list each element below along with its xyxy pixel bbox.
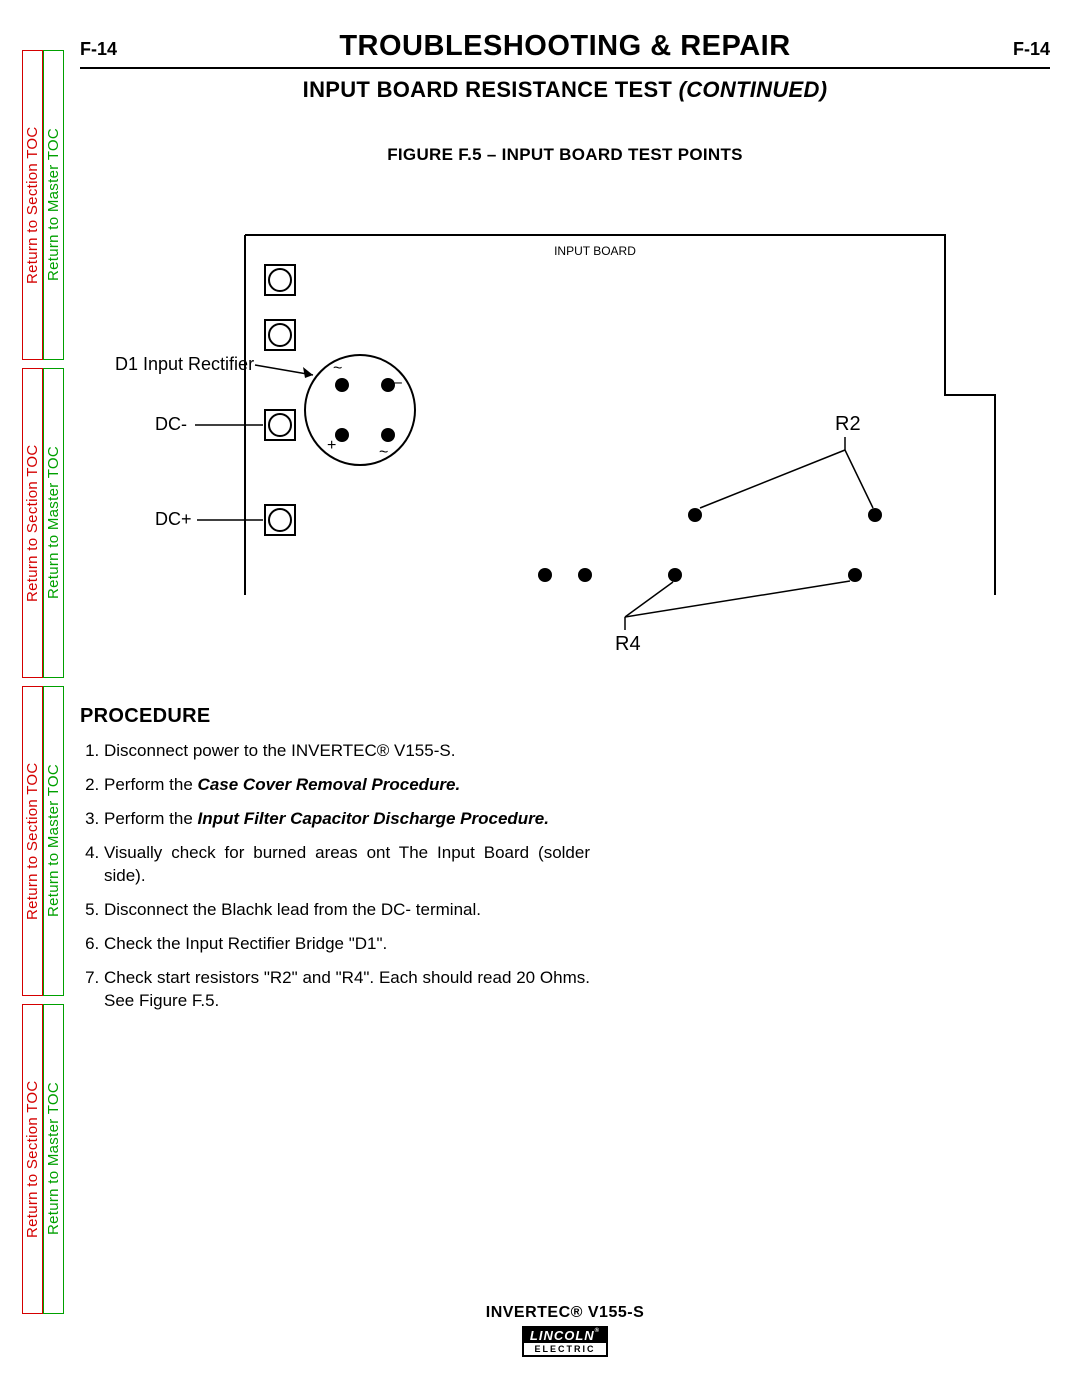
procedure-step: Check start resistors "R2" and "R4". Eac… xyxy=(104,967,590,1013)
r4-label: R4 xyxy=(615,633,641,655)
page-title: TROUBLESHOOTING & REPAIR xyxy=(339,30,790,63)
r4-branch-2 xyxy=(625,581,850,617)
return-section-toc-link[interactable]: Return to Section TOC xyxy=(22,50,43,360)
d1-rectifier-circle xyxy=(305,355,415,465)
procedure-section: PROCEDURE Disconnect power to the INVERT… xyxy=(80,705,590,1012)
d1-pin-ac2 xyxy=(381,428,395,442)
d1-pin-neg-label: – xyxy=(393,374,402,391)
terminal-top-2 xyxy=(265,320,295,350)
page-code-right: F-14 xyxy=(1013,39,1050,60)
return-master-toc-link[interactable]: Return to Master TOC xyxy=(43,686,64,996)
procedure-step: Perform the Case Cover Removal Procedure… xyxy=(104,774,590,797)
d1-pin-pos-label: + xyxy=(327,437,336,454)
step-text: Perform the xyxy=(104,809,198,828)
return-master-toc-link[interactable]: Return to Master TOC xyxy=(43,50,64,360)
return-section-toc-link[interactable]: Return to Section TOC xyxy=(22,686,43,996)
logo-brand: LINCOLN xyxy=(530,1328,595,1343)
d1-pin-ac2-label: ~ xyxy=(379,444,388,461)
side-nav-tabs: Return to Section TOC Return to Section … xyxy=(22,50,64,1347)
procedure-step: Visually check for burned areas ont The … xyxy=(104,842,590,888)
figure-diagram-wrap: INPUT BOARD xyxy=(80,225,1050,655)
d1-label: D1 Input Rectifier xyxy=(115,354,254,374)
procedure-heading: PROCEDURE xyxy=(80,705,590,728)
return-master-toc-link[interactable]: Return to Master TOC xyxy=(43,1004,64,1314)
subtitle-main: INPUT BOARD RESISTANCE TEST xyxy=(303,77,673,102)
procedure-step: Disconnect power to the INVERTEC® V155-S… xyxy=(104,740,590,763)
r4-pad-1 xyxy=(668,568,682,582)
step-text: Perform the xyxy=(104,775,198,794)
dc-plus-label: DC+ xyxy=(155,509,192,529)
r2-branch-left xyxy=(700,450,845,508)
footer-product-name: INVERTEC® V155-S xyxy=(80,1304,1050,1322)
figure-caption: FIGURE F.5 – INPUT BOARD TEST POINTS xyxy=(80,145,1050,165)
page-subtitle: INPUT BOARD RESISTANCE TEST (CONTINUED) xyxy=(80,77,1050,103)
return-section-toc-link[interactable]: Return to Section TOC xyxy=(22,1004,43,1314)
terminal-top-1 xyxy=(265,265,295,295)
lincoln-electric-logo: LINCOLN® ELECTRIC xyxy=(522,1326,608,1357)
step-emphasis: Input Filter Capacitor Discharge Procedu… xyxy=(198,809,549,828)
d1-pin-pos xyxy=(335,428,349,442)
dot-1 xyxy=(538,568,552,582)
r4-pad-2 xyxy=(848,568,862,582)
d1-pin-ac1-label: ~ xyxy=(333,360,342,377)
page-header: F-14 TROUBLESHOOTING & REPAIR F-14 INPUT… xyxy=(80,30,1050,107)
logo-bottom: ELECTRIC xyxy=(522,1343,608,1357)
r4-branch-1 xyxy=(625,582,673,617)
subtitle-continued: (CONTINUED) xyxy=(679,77,828,102)
terminal-dc-minus xyxy=(265,410,295,440)
terminal-dc-plus xyxy=(265,505,295,535)
dc-minus-label: DC- xyxy=(155,414,187,434)
board-label: INPUT BOARD xyxy=(554,244,636,258)
board-outline xyxy=(245,235,995,595)
return-section-toc-link[interactable]: Return to Section TOC xyxy=(22,368,43,678)
dot-2 xyxy=(578,568,592,582)
d1-pin-ac1 xyxy=(335,378,349,392)
procedure-list: Disconnect power to the INVERTEC® V155-S… xyxy=(80,740,590,1012)
procedure-step: Check the Input Rectifier Bridge "D1". xyxy=(104,933,590,956)
page-footer: INVERTEC® V155-S LINCOLN® ELECTRIC xyxy=(80,1304,1050,1357)
logo-top: LINCOLN® xyxy=(522,1326,608,1343)
page: Return to Section TOC Return to Section … xyxy=(0,0,1080,1397)
header-row: F-14 TROUBLESHOOTING & REPAIR F-14 xyxy=(80,30,1050,63)
r2-label: R2 xyxy=(835,413,861,435)
page-code-left: F-14 xyxy=(80,39,117,60)
input-board-diagram: INPUT BOARD xyxy=(115,225,1015,655)
r2-branch-right xyxy=(845,450,873,508)
procedure-step: Perform the Input Filter Capacitor Disch… xyxy=(104,808,590,831)
r2-pad-1 xyxy=(688,508,702,522)
return-master-toc-link[interactable]: Return to Master TOC xyxy=(43,368,64,678)
step-emphasis: Case Cover Removal Procedure. xyxy=(198,775,461,794)
procedure-step: Disconnect the Blachk lead from the DC- … xyxy=(104,899,590,922)
section-toc-column: Return to Section TOC Return to Section … xyxy=(22,50,43,1347)
r2-pad-2 xyxy=(868,508,882,522)
master-toc-column: Return to Master TOC Return to Master TO… xyxy=(43,50,64,1347)
d1-arrowhead xyxy=(303,367,313,378)
logo-registered-icon: ® xyxy=(595,1328,600,1334)
header-rule xyxy=(80,67,1050,69)
